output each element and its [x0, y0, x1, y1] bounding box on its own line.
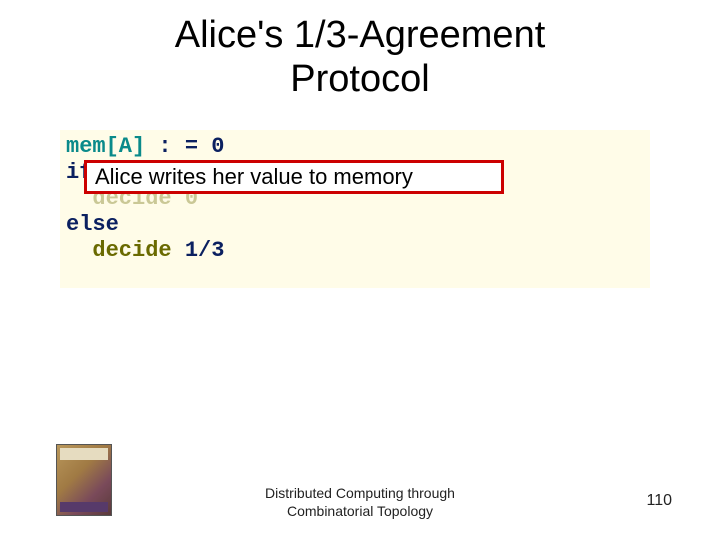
slide-title: Alice's 1/3-Agreement Protocol — [0, 0, 720, 101]
code-indent-5 — [66, 238, 92, 263]
code-onethird: 1/3 — [172, 238, 225, 263]
footer-line-2: Combinatorial Topology — [287, 503, 433, 519]
slide: Alice's 1/3-Agreement Protocol mem[A] : … — [0, 0, 720, 540]
code-assign: : = 0 — [145, 134, 224, 159]
title-line-1: Alice's 1/3-Agreement — [175, 14, 546, 56]
code-mem: mem[A] — [66, 134, 145, 159]
code-else: else — [66, 212, 119, 237]
annotation-text: Alice writes her value to memory — [95, 164, 413, 190]
code-decide: decide — [92, 238, 171, 263]
title-line-2: Protocol — [290, 58, 429, 100]
code-line-1: mem[A] : = 0 — [66, 134, 644, 160]
annotation-callout: Alice writes her value to memory — [84, 160, 504, 194]
slide-footer: Distributed Computing through Combinator… — [0, 485, 720, 520]
footer-line-1: Distributed Computing through — [265, 485, 455, 501]
page-number: 110 — [646, 492, 672, 510]
code-line-5: decide 1/3 — [66, 238, 644, 264]
code-box: mem[A] : = 0 if decide 0 else decide 1/3 — [60, 130, 650, 288]
code-line-4: else — [66, 212, 644, 238]
